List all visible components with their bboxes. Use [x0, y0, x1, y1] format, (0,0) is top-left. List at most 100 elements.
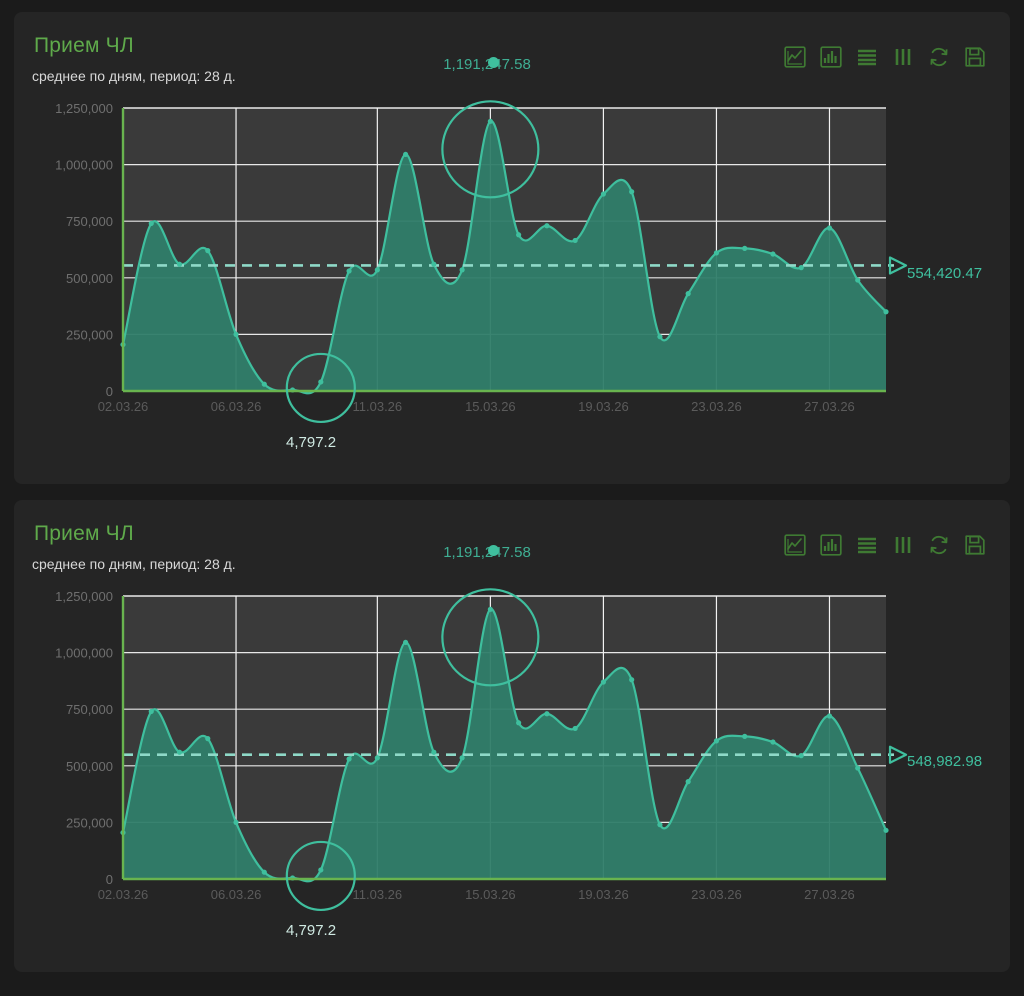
- save-icon[interactable]: [964, 534, 986, 556]
- data-point[interactable]: [713, 250, 720, 256]
- data-point[interactable]: [487, 118, 493, 124]
- data-point[interactable]: [685, 291, 691, 297]
- data-point[interactable]: [883, 309, 889, 315]
- data-point[interactable]: [431, 749, 437, 755]
- x-axis-tick-label: 19.03.26: [578, 399, 629, 414]
- data-point[interactable]: [770, 251, 776, 257]
- data-point[interactable]: [826, 713, 833, 719]
- trough-value-label: 4,797.2: [286, 434, 337, 451]
- data-point[interactable]: [402, 639, 409, 646]
- x-axis-tick-label: 27.03.26: [804, 887, 855, 902]
- line-chart-icon[interactable]: [784, 534, 806, 556]
- data-point[interactable]: [374, 755, 380, 761]
- chart-toolbar: [784, 534, 986, 556]
- data-point[interactable]: [318, 867, 324, 873]
- data-point[interactable]: [600, 679, 607, 685]
- average-value-label: 554,420.47: [907, 265, 983, 282]
- data-point[interactable]: [742, 733, 748, 739]
- y-axis-tick-label: 0: [106, 872, 113, 887]
- vertical-bars-icon[interactable]: [892, 46, 914, 68]
- data-point[interactable]: [346, 268, 352, 274]
- data-point[interactable]: [798, 753, 804, 759]
- area-chart-2[interactable]: 0 250,000 500,000 750,000 1,000,000 1,250,000…: [14, 500, 1010, 972]
- data-point[interactable]: [261, 869, 267, 875]
- x-axis-tick-label: 02.03.26: [98, 399, 149, 414]
- data-point[interactable]: [657, 822, 663, 828]
- data-point[interactable]: [374, 267, 380, 273]
- data-point[interactable]: [657, 334, 663, 340]
- data-point[interactable]: [176, 261, 183, 267]
- y-axis-tick-label: 1,000,000: [55, 158, 113, 173]
- panel-subtitle: среднее по дням, период: 28 д.: [32, 556, 236, 572]
- data-point[interactable]: [629, 677, 635, 683]
- bar-chart-icon[interactable]: [820, 534, 842, 556]
- data-point[interactable]: [148, 220, 154, 227]
- data-point[interactable]: [798, 265, 804, 271]
- data-point[interactable]: [544, 711, 550, 717]
- data-point[interactable]: [318, 379, 324, 385]
- horizontal-bars-icon[interactable]: [856, 46, 878, 68]
- data-point[interactable]: [148, 708, 154, 715]
- y-axis-tick-label: 750,000: [66, 702, 113, 717]
- data-point[interactable]: [629, 189, 635, 195]
- y-axis-tick-label: 250,000: [66, 327, 113, 342]
- data-point[interactable]: [346, 756, 352, 762]
- data-point[interactable]: [572, 725, 578, 732]
- data-point[interactable]: [205, 248, 211, 254]
- data-point[interactable]: [459, 267, 465, 273]
- trough-value-label: 4,797.2: [286, 922, 337, 939]
- data-point[interactable]: [685, 779, 691, 785]
- data-point[interactable]: [516, 232, 522, 238]
- x-axis-tick-label: 11.03.26: [353, 887, 403, 902]
- data-point[interactable]: [855, 277, 861, 283]
- peak-marker-dot: [488, 57, 499, 68]
- save-icon[interactable]: [964, 46, 986, 68]
- data-point[interactable]: [459, 755, 465, 761]
- data-point[interactable]: [883, 827, 889, 833]
- horizontal-bars-icon[interactable]: [856, 534, 878, 556]
- area-chart-1[interactable]: 0 250,000 500,000 750,000 1,000,000 1,250,000…: [14, 12, 1010, 484]
- vertical-bars-icon[interactable]: [892, 534, 914, 556]
- line-chart-icon[interactable]: [784, 46, 806, 68]
- x-axis-tick-label: 23.03.26: [691, 887, 742, 902]
- data-point[interactable]: [233, 331, 239, 337]
- data-point[interactable]: [402, 151, 409, 158]
- min-annotation-circle: [285, 352, 356, 424]
- panel-title: Прием ЧЛ: [34, 34, 134, 57]
- x-axis-tick-label: 06.03.26: [211, 887, 262, 902]
- y-axis-tick-label: 1,000,000: [55, 646, 113, 661]
- y-axis-tick-label: 500,000: [66, 759, 113, 774]
- panel-subtitle: среднее по дням, период: 28 д.: [32, 68, 236, 84]
- data-point[interactable]: [233, 819, 239, 825]
- x-axis-tick-label: 27.03.26: [804, 399, 855, 414]
- data-point[interactable]: [516, 720, 522, 726]
- max-annotation-circle: [441, 100, 540, 199]
- data-point[interactable]: [855, 765, 861, 771]
- data-point[interactable]: [770, 739, 776, 745]
- data-point[interactable]: [176, 749, 183, 755]
- peak-marker-dot: [488, 545, 499, 556]
- data-point[interactable]: [205, 736, 211, 742]
- y-axis-tick-label: 1,250,000: [55, 589, 113, 604]
- refresh-icon[interactable]: [928, 46, 950, 68]
- x-axis-tick-label: 19.03.26: [578, 887, 629, 902]
- data-point[interactable]: [431, 261, 437, 267]
- x-axis-tick-label: 15.03.26: [465, 887, 516, 902]
- y-axis-tick-label: 0: [106, 384, 113, 399]
- data-point[interactable]: [713, 738, 720, 744]
- data-point[interactable]: [826, 225, 833, 231]
- chart-panel-2: Прием ЧЛ среднее по дням, период: 28 д.: [14, 500, 1010, 972]
- area-fill: [123, 609, 886, 882]
- refresh-icon[interactable]: [928, 534, 950, 556]
- data-point[interactable]: [544, 223, 550, 229]
- x-axis-tick-label: 02.03.26: [98, 887, 149, 902]
- data-point[interactable]: [261, 381, 267, 387]
- bar-chart-icon[interactable]: [820, 46, 842, 68]
- data-point[interactable]: [600, 191, 607, 197]
- data-point[interactable]: [572, 237, 578, 244]
- chart-toolbar: [784, 46, 986, 68]
- data-point[interactable]: [487, 606, 493, 612]
- average-arrow: [888, 256, 908, 275]
- data-point[interactable]: [742, 245, 748, 251]
